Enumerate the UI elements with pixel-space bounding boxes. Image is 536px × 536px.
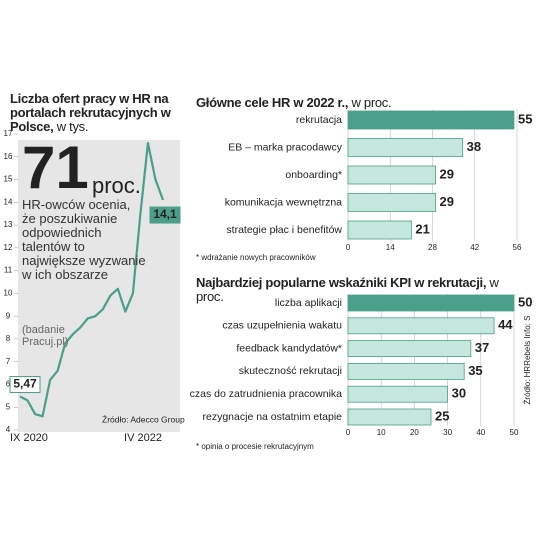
value-label: 55: [518, 111, 532, 126]
y-tick-label: 13: [4, 220, 13, 229]
x-tick-label: 0: [346, 243, 351, 252]
category-label: rekrutacja: [296, 114, 342, 126]
bar: [347, 362, 465, 380]
x-tick-label: 28: [428, 243, 437, 252]
bar: [347, 408, 432, 426]
value-label: 37: [475, 340, 489, 355]
title-unit: w proc.: [351, 95, 392, 110]
bar: [347, 317, 495, 335]
x-tick-label: 42: [470, 243, 479, 252]
chart-title: Najbardziej popularne wskaźniki KPI w re…: [196, 276, 526, 304]
y-tick-label: 6: [6, 380, 11, 389]
value-label: 14,1: [153, 207, 177, 221]
x-tick-label: 50: [510, 428, 519, 437]
value-label: 25: [435, 408, 449, 423]
bar: [347, 294, 515, 312]
label-box: [9, 376, 41, 394]
line: [19, 142, 165, 418]
y-tick-label: 10: [4, 288, 13, 297]
x-tick-label: 40: [476, 428, 485, 437]
bar: [347, 110, 515, 130]
value-label: 50: [518, 294, 532, 309]
x-tick-label: 0: [346, 428, 351, 437]
category-label: skuteczność rekrutacji: [239, 365, 342, 377]
x-tick-label: IV 2022: [124, 432, 162, 444]
y-tick-label: 5: [6, 402, 11, 411]
y-tick-label: 11: [4, 266, 13, 275]
y-tick-label: 4: [6, 425, 11, 434]
category-label: onboarding*: [285, 169, 342, 181]
x-tick-label: 10: [377, 428, 386, 437]
y-tick-label: 9: [6, 311, 11, 320]
y-tick-label: 15: [4, 175, 13, 184]
y-tick-label: 12: [4, 243, 13, 252]
highlight-text: HR-owców ocenia, że poszukiwanie odpowie…: [22, 197, 146, 282]
bar: [347, 340, 472, 358]
value-label: 44: [498, 317, 513, 332]
bar: [347, 165, 436, 185]
value-label: 21: [415, 221, 429, 236]
source: Źródło: Adecco Group: [102, 414, 185, 424]
category-label: rezygnacje na ostatnim etapie: [203, 411, 343, 423]
title-unit: w tys.: [56, 119, 89, 134]
title-text: Główne cele HR w 2022 r.,: [196, 95, 349, 110]
category-label: czas do zatrudnienia pracownika: [190, 388, 342, 400]
y-tick-label: 7: [6, 357, 11, 366]
value-label: 29: [440, 194, 454, 209]
bar: [347, 193, 436, 212]
y-tick-label: 14: [4, 197, 13, 206]
value-label: 29: [440, 166, 454, 181]
highlight-unit: proc.: [92, 173, 141, 198]
category-label: liczba aplikacji: [275, 297, 342, 309]
category-label: komunikacja wewnętrzna: [225, 196, 342, 208]
category-label: feedback kandydatów*: [236, 342, 342, 354]
value-label: 30: [452, 386, 466, 401]
x-tick-label: IX 2020: [10, 432, 48, 444]
category-label: EB – marka pracodawcy: [228, 141, 343, 153]
bar: [347, 385, 448, 403]
chart-title: Główne cele HR w 2022 r., w proc.: [196, 96, 526, 110]
value-label: 38: [467, 139, 481, 154]
y-tick-label: 8: [6, 334, 11, 343]
panel: [18, 140, 180, 432]
footnote: * opinia o procesie rekrutacyjnym: [196, 442, 314, 451]
y-tick-label: 16: [4, 152, 13, 161]
y-tick-label: 17: [4, 129, 13, 138]
bar: [347, 220, 412, 240]
highlight-value: 71: [22, 134, 89, 201]
x-tick-label: 56: [513, 243, 522, 252]
source: Źródło: HRRebels Info: S: [523, 316, 532, 405]
x-tick-label: 30: [443, 428, 452, 437]
label-box: [149, 206, 181, 224]
category-label: strategie płac i benefitów: [226, 224, 342, 236]
highlight-note: (badanie Pracuj.pl): [22, 324, 69, 348]
title-text: Liczba ofert pracy w HR na portalach rek…: [10, 91, 171, 134]
footnote: * wdrażanie nowych pracowników: [196, 253, 316, 262]
x-tick-label: 20: [410, 428, 419, 437]
value-label: 35: [468, 363, 482, 378]
title-unit: w proc.: [196, 275, 499, 304]
value-label: 5,47: [13, 377, 37, 391]
chart-title: Liczba ofert pracy w HR na portalach rek…: [10, 92, 180, 134]
bar: [347, 138, 464, 157]
category-label: czas uzupełnienia wakatu: [222, 320, 342, 332]
title-text: Najbardziej popularne wskaźniki KPI w re…: [196, 275, 487, 290]
x-tick-label: 14: [386, 243, 395, 252]
